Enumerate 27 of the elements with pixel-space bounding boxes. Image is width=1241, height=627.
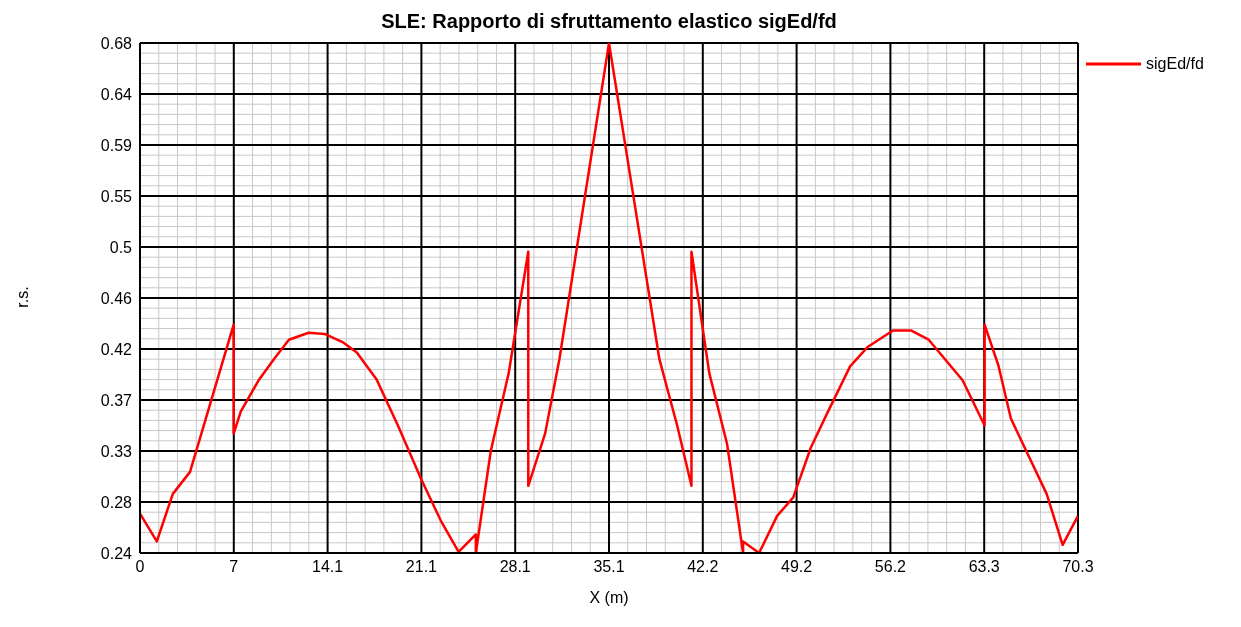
x-tick-label: 49.2 (781, 558, 813, 576)
x-tick-label: 42.2 (687, 558, 719, 576)
y-tick-label: 0.64 (100, 85, 133, 103)
y-axis-title: r.s. (14, 285, 32, 310)
y-tick-label: 0.55 (100, 187, 133, 205)
y-tick-label: 0.68 (100, 34, 133, 52)
y-tick-label: 0.33 (100, 442, 133, 460)
y-tick-label: 0.28 (100, 493, 133, 511)
y-tick-label: 0.5 (109, 238, 133, 256)
x-tick-label: 7 (229, 558, 239, 576)
x-tick-label: 70.3 (1062, 558, 1094, 576)
line-series (140, 43, 1078, 553)
x-tick-label: 56.2 (874, 558, 907, 576)
y-tick-label: 0.59 (100, 136, 133, 154)
chart-title: SLE: Rapporto di sfruttamento elastico sigEd/fd (380, 10, 838, 33)
x-tick-label: 14.1 (312, 558, 344, 576)
legend-label: sigEd/fd (1146, 55, 1204, 73)
x-tick-label: 35.1 (593, 558, 625, 576)
x-axis-title: X (m) (589, 589, 629, 606)
x-tick-label: 0 (135, 558, 145, 576)
y-tick-label: 0.46 (100, 289, 133, 307)
x-tick-label: 63.3 (968, 558, 1000, 576)
y-tick-label: 0.37 (100, 391, 133, 409)
y-tick-label: 0.42 (100, 340, 133, 358)
x-tick-label: 21.1 (405, 558, 438, 576)
x-tick-label: 28.1 (499, 558, 531, 576)
y-tick-label: 0.24 (100, 544, 133, 562)
